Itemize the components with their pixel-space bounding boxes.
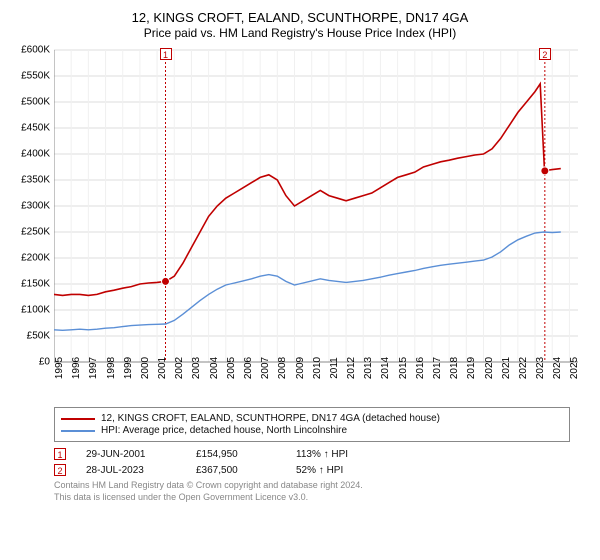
transaction-marker: 2: [539, 48, 551, 60]
transaction-row: 1 29-JUN-2001 £154,950 113% ↑ HPI: [54, 448, 570, 460]
x-axis-label: 1995: [54, 357, 65, 379]
transaction-table: 1 29-JUN-2001 £154,950 113% ↑ HPI 2 28-JUL-20…: [54, 448, 570, 476]
x-axis-label: 2009: [295, 357, 306, 379]
x-axis-label: 2005: [226, 357, 237, 379]
chart-title-address: 12, KINGS CROFT, EALAND, SCUNTHORPE, DN1…: [10, 10, 590, 25]
x-axis-label: 2012: [346, 357, 357, 379]
legend-label: HPI: Average price, detached house, Nort…: [101, 425, 347, 436]
y-axis-label: £600K: [10, 45, 50, 56]
x-axis-label: 2017: [432, 357, 443, 379]
x-axis-label: 2016: [415, 357, 426, 379]
footnote-line-2: This data is licensed under the Open Gov…: [54, 492, 570, 504]
chart-plot: [54, 46, 584, 366]
y-axis-label: £350K: [10, 175, 50, 186]
x-axis-label: 2001: [157, 357, 168, 379]
x-axis-label: 2018: [449, 357, 460, 379]
x-axis-label: 2023: [535, 357, 546, 379]
x-axis-label: 2000: [140, 357, 151, 379]
x-axis-label: 2007: [260, 357, 271, 379]
transaction-date: 28-JUL-2023: [86, 465, 176, 476]
x-axis-label: 2006: [243, 357, 254, 379]
x-axis-label: 2022: [518, 357, 529, 379]
chart-area: £0 £50K £100K £150K £200K £250K £300K £350K £400…: [10, 46, 590, 401]
transaction-price: £367,500: [196, 465, 276, 476]
y-axis-label: £400K: [10, 149, 50, 160]
footnote-line-1: Contains HM Land Registry data © Crown c…: [54, 480, 570, 492]
x-axis-label: 2019: [466, 357, 477, 379]
y-axis-label: £550K: [10, 71, 50, 82]
x-axis-label: 2010: [312, 357, 323, 379]
y-axis-label: £200K: [10, 253, 50, 264]
legend-swatch: [61, 418, 95, 420]
transaction-date: 29-JUN-2001: [86, 449, 176, 460]
x-axis-label: 2003: [191, 357, 202, 379]
x-axis-label: 1996: [71, 357, 82, 379]
x-axis-label: 2015: [398, 357, 409, 379]
transaction-hpi: 113% ↑ HPI: [296, 449, 396, 460]
x-axis-label: 2011: [329, 357, 340, 379]
x-axis-label: 1999: [123, 357, 134, 379]
transaction-marker: 1: [160, 48, 172, 60]
x-axis-label: 1997: [88, 357, 99, 379]
legend-row: 12, KINGS CROFT, EALAND, SCUNTHORPE, DN1…: [61, 413, 563, 424]
chart-subtitle: Price paid vs. HM Land Registry's House …: [10, 26, 590, 40]
y-axis-label: £250K: [10, 227, 50, 238]
transaction-hpi: 52% ↑ HPI: [296, 465, 396, 476]
transaction-marker-small: 2: [54, 464, 66, 476]
legend-row: HPI: Average price, detached house, Nort…: [61, 425, 563, 436]
y-axis-label: £450K: [10, 123, 50, 134]
y-axis-label: £300K: [10, 201, 50, 212]
x-axis-label: 2008: [277, 357, 288, 379]
x-axis-label: 2002: [174, 357, 185, 379]
y-axis-label: £500K: [10, 97, 50, 108]
y-axis-label: £100K: [10, 305, 50, 316]
x-axis-label: 2014: [380, 357, 391, 379]
x-axis-label: 2021: [501, 357, 512, 379]
transaction-row: 2 28-JUL-2023 £367,500 52% ↑ HPI: [54, 464, 570, 476]
y-axis-label: £50K: [10, 331, 50, 342]
x-axis-label: 2004: [209, 357, 220, 379]
footnote: Contains HM Land Registry data © Crown c…: [54, 480, 570, 503]
y-axis-label: £0: [10, 357, 50, 368]
x-axis-label: 2013: [363, 357, 374, 379]
legend-label: 12, KINGS CROFT, EALAND, SCUNTHORPE, DN1…: [101, 413, 440, 424]
x-axis-label: 1998: [106, 357, 117, 379]
transaction-marker-small: 1: [54, 448, 66, 460]
legend-swatch: [61, 430, 95, 432]
x-axis-label: 2020: [484, 357, 495, 379]
x-axis-label: 2024: [552, 357, 563, 379]
legend: 12, KINGS CROFT, EALAND, SCUNTHORPE, DN1…: [54, 407, 570, 442]
y-axis-label: £150K: [10, 279, 50, 290]
x-axis-label: 2025: [569, 357, 580, 379]
transaction-price: £154,950: [196, 449, 276, 460]
